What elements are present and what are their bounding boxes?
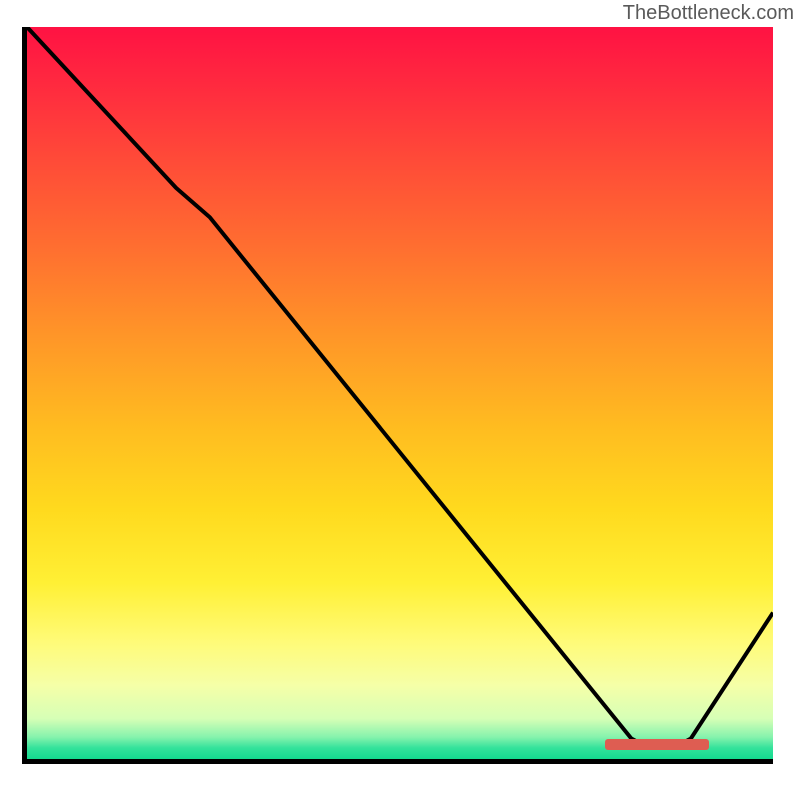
watermark-text: TheBottleneck.com [623, 2, 794, 25]
x-axis [22, 759, 773, 764]
y-axis [22, 27, 27, 759]
chart-gradient-bg [27, 27, 773, 759]
chart-plot-area [27, 27, 773, 759]
highlight-marker [605, 739, 709, 750]
